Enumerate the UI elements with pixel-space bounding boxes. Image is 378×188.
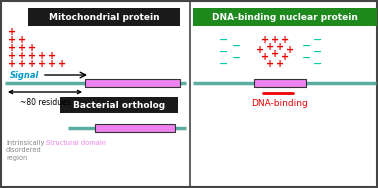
Text: +: + [281,35,289,45]
Text: +: + [266,59,274,69]
Text: Mitochondrial protein: Mitochondrial protein [49,12,159,21]
Text: +: + [48,59,56,69]
Text: +: + [18,51,26,61]
Text: −: − [232,53,242,63]
Text: −: − [219,59,229,69]
Text: −: − [219,47,229,57]
Text: +: + [58,59,66,69]
Text: +: + [281,52,289,62]
Text: −: − [302,41,312,51]
Text: −: − [232,41,242,51]
Text: Intrinsically
disordered
region: Intrinsically disordered region [6,140,44,161]
Text: +: + [28,59,36,69]
Text: Structural domain: Structural domain [46,140,106,146]
Text: +: + [18,43,26,53]
Text: −: − [302,53,312,63]
Text: DNA-binding: DNA-binding [252,99,308,108]
Bar [193,8,377,26]
Bar [28,8,180,26]
Bar [60,97,178,113]
Text: +: + [8,51,16,61]
Text: +: + [18,59,26,69]
Bar [85,79,180,87]
Text: +: + [8,35,16,45]
Text: +: + [48,51,56,61]
Text: +: + [286,45,294,55]
Text: Signal: Signal [10,70,39,80]
Text: −: − [219,35,229,45]
Text: +: + [28,51,36,61]
Text: ~80 residues: ~80 residues [20,98,70,107]
Text: +: + [266,42,274,52]
Text: +: + [18,35,26,45]
Text: Bacterial ortholog: Bacterial ortholog [73,101,165,109]
Text: −: − [313,59,323,69]
Text: +: + [38,51,46,61]
Bar [95,124,175,132]
Text: +: + [271,35,279,45]
Text: +: + [276,59,284,69]
Text: +: + [8,27,16,37]
Text: +: + [256,45,264,55]
Bar [254,79,306,87]
Text: +: + [261,52,269,62]
Text: DNA-binding nuclear protein: DNA-binding nuclear protein [212,12,358,21]
Text: +: + [28,43,36,53]
Text: +: + [8,43,16,53]
Text: +: + [276,42,284,52]
Text: +: + [261,35,269,45]
Text: −: − [313,35,323,45]
Text: +: + [271,49,279,59]
Text: −: − [313,47,323,57]
Text: +: + [38,59,46,69]
Text: +: + [8,59,16,69]
